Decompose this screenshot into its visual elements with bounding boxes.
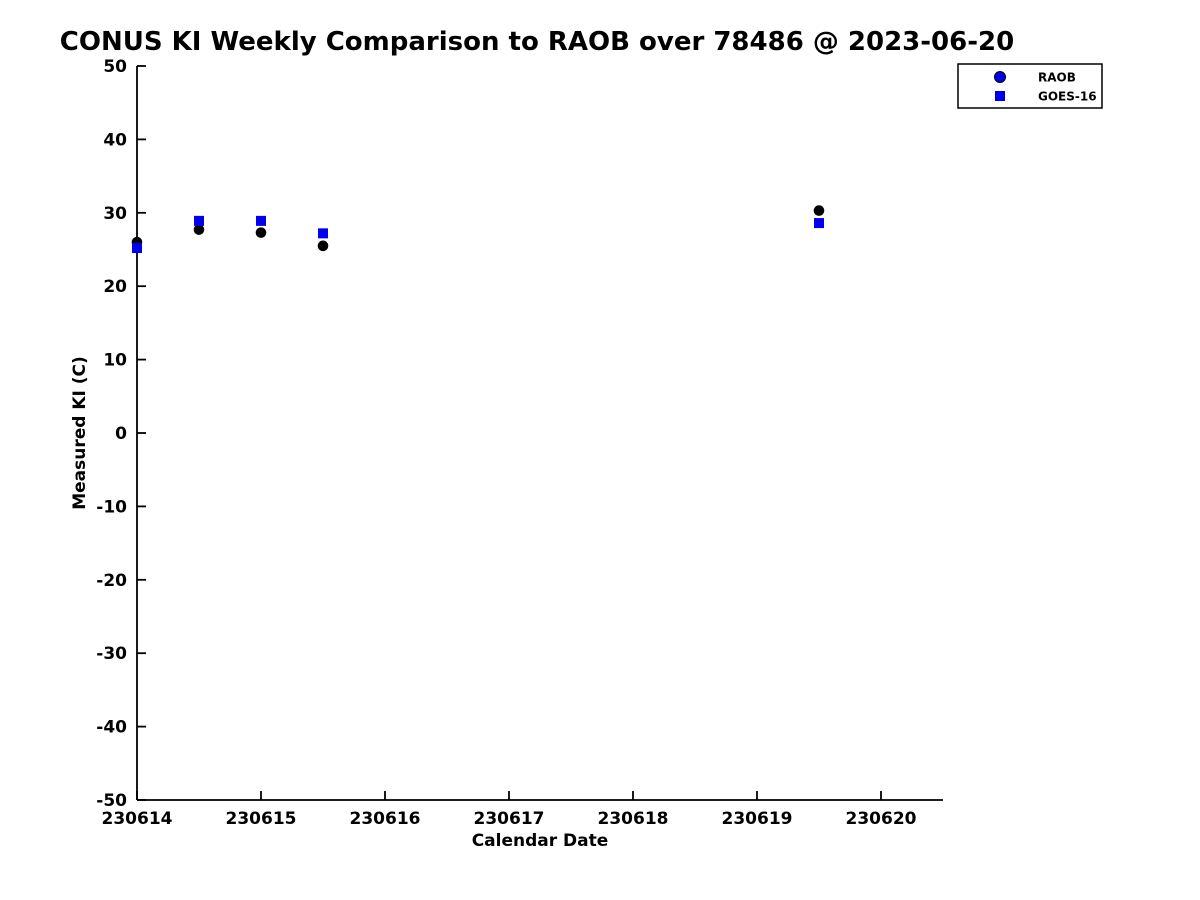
data-point-raob — [813, 205, 825, 216]
y-tick-label: -10 — [96, 497, 127, 517]
y-axis-label: Measured KI (C) — [70, 356, 90, 510]
legend-label-goes-16: GOES-16 — [1038, 90, 1097, 104]
data-point-goes-16 — [256, 215, 266, 226]
x-tick-label: 230616 — [350, 809, 421, 829]
data-point-goes-16 — [318, 228, 328, 239]
y-tick-label: 40 — [103, 130, 127, 150]
legend-label-raob: RAOB — [1038, 71, 1076, 85]
y-tick-label: 20 — [103, 277, 127, 297]
data-point-raob — [193, 224, 205, 235]
y-tick-label: -20 — [96, 571, 127, 591]
y-tick-label: -50 — [96, 791, 127, 811]
y-tick-label: 30 — [103, 204, 127, 224]
x-tick-label: 230614 — [102, 809, 173, 829]
chart-title: CONUS KI Weekly Comparison to RAOB over … — [59, 27, 1015, 57]
legend-marker-goes-16-icon — [995, 91, 1005, 101]
y-tick-label: -40 — [96, 718, 127, 738]
legend-marker-raob-icon — [994, 71, 1006, 83]
y-tick-label: -30 — [96, 644, 127, 664]
legend-box — [957, 63, 1103, 109]
data-point-goes-16 — [132, 243, 142, 254]
x-tick-label: 230619 — [722, 809, 793, 829]
data-point-goes-16 — [194, 215, 204, 226]
x-tick-label: 230615 — [226, 809, 297, 829]
x-axis-label: Calendar Date — [471, 831, 609, 851]
x-tick-label: 230618 — [598, 809, 669, 829]
x-tick-label: 230617 — [474, 809, 545, 829]
y-tick-label: 0 — [115, 424, 127, 444]
x-tick-label: 230620 — [846, 809, 917, 829]
data-point-goes-16 — [814, 218, 824, 229]
data-point-raob — [317, 240, 329, 252]
data-point-raob — [255, 227, 267, 238]
y-tick-label: 50 — [103, 57, 127, 77]
y-tick-label: 10 — [103, 351, 127, 371]
